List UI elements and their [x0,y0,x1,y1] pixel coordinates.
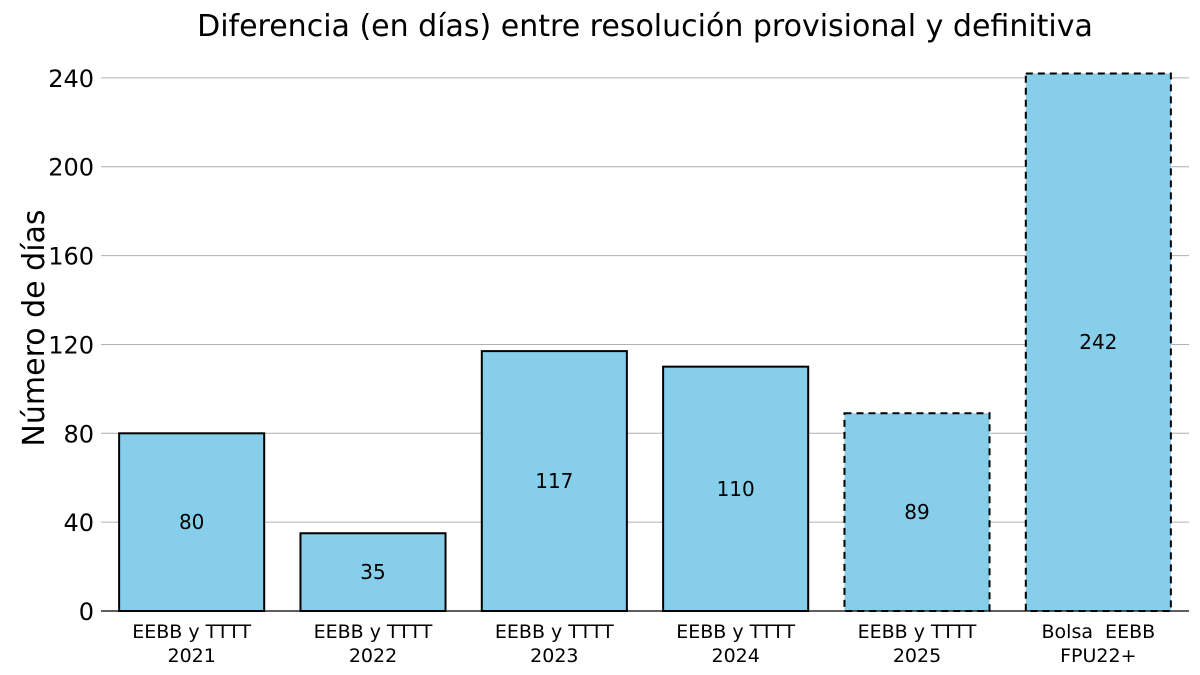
y-tick-label: 40 [63,509,94,537]
x-tick-label: EEBB y TTTT [858,621,977,643]
data-label: 89 [904,500,929,524]
x-tick-label: EEBB y TTTT [495,621,614,643]
y-tick-label: 240 [48,65,94,93]
x-tick-label: FPU22+ [1060,645,1136,667]
bar [843,412,991,612]
x-tick-label: 2023 [530,645,578,667]
data-label: 110 [717,477,755,501]
y-tick-label: 120 [48,331,94,359]
x-tick-label: 2024 [711,645,759,667]
data-label: 117 [535,469,573,493]
data-label: 242 [1079,330,1117,354]
x-tick-label: EEBB y TTTT [314,621,433,643]
y-tick-label: 80 [63,420,94,448]
x-tick-label: 2021 [167,645,215,667]
bar [480,350,628,612]
x-tick-label: EEBB y TTTT [132,621,251,643]
bar [1024,72,1172,612]
x-tick-label: 2025 [893,645,941,667]
data-label: 80 [179,510,204,534]
y-axis-label: Número de días [17,209,52,446]
data-label: 35 [360,560,385,584]
chart-title: Diferencia (en días) entre resolución pr… [197,9,1093,44]
bar [299,532,447,612]
y-tick-label: 160 [48,243,94,271]
y-tick-label: 0 [79,598,94,626]
x-tick-label: EEBB y TTTT [676,621,795,643]
x-tick-label: 2022 [349,645,397,667]
bar [662,365,810,612]
x-tick-label: Bolsa EEBB [1042,621,1156,643]
y-tick-label: 200 [48,154,94,182]
